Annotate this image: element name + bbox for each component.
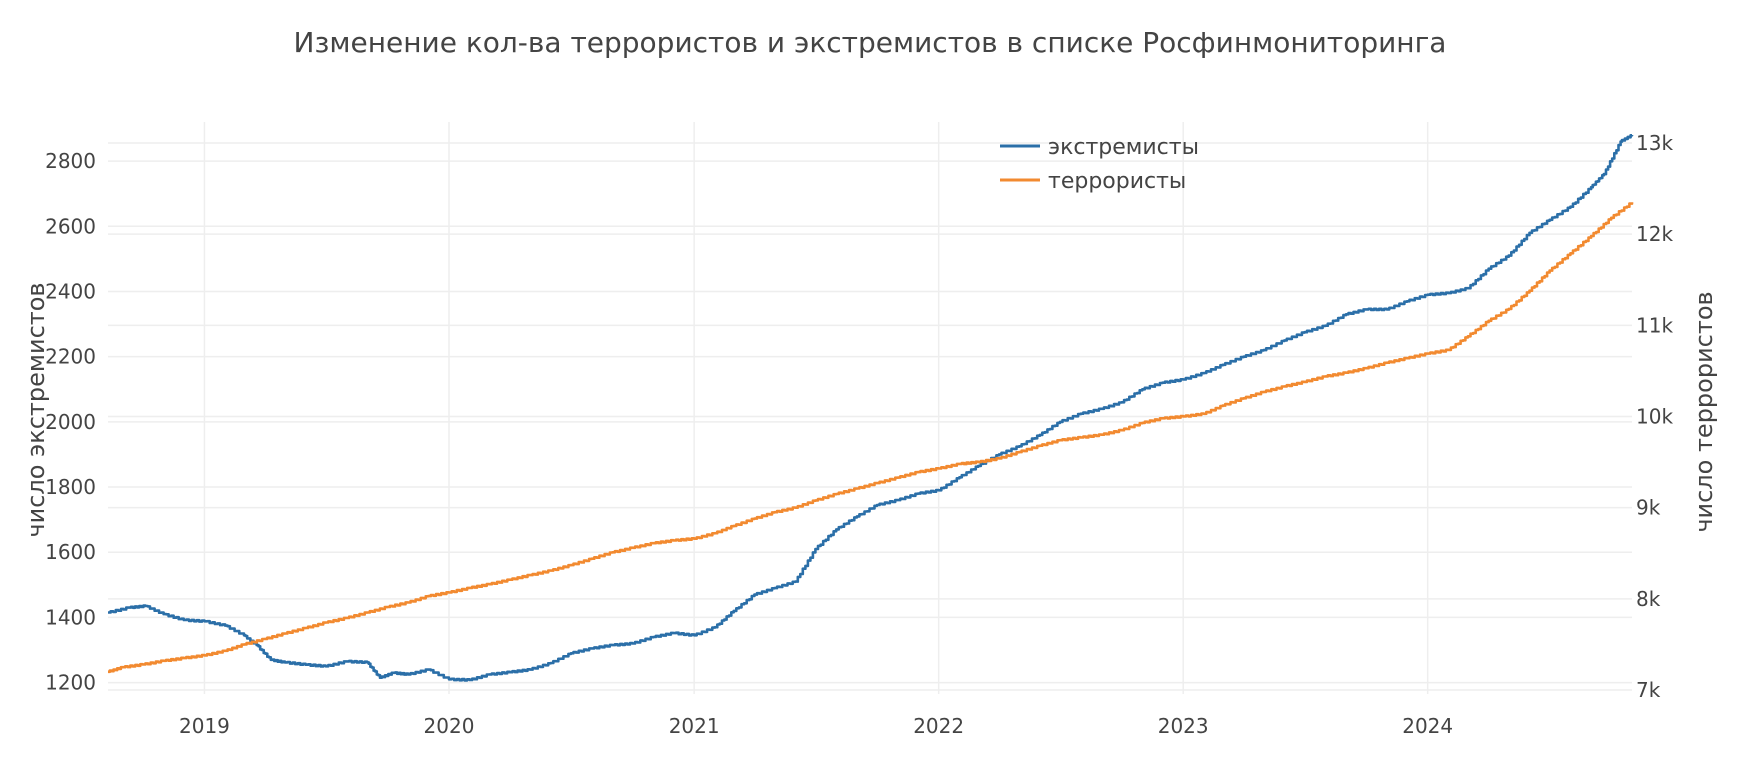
- y-right-tick-label: 7k: [1636, 678, 1661, 702]
- y-left-tick-label: 2200: [45, 345, 96, 369]
- y-gridlines: [108, 142, 1632, 691]
- y-right-tick-label: 13k: [1636, 131, 1673, 155]
- x-tick-label: 2022: [913, 714, 964, 738]
- y-left-tick-label: 1600: [45, 540, 96, 564]
- legend-label-terrorists: террористы: [1048, 169, 1186, 194]
- y-axis-right-title: число террористов: [1690, 291, 1718, 532]
- y-left-tick-label: 1800: [45, 475, 96, 499]
- y-left-tick-label: 2600: [45, 214, 96, 238]
- y-left-tick-label: 2800: [45, 149, 96, 173]
- series-lines: [108, 134, 1634, 682]
- y-left-tick-label: 1400: [45, 605, 96, 629]
- y-left-tick-label: 2400: [45, 279, 96, 303]
- chart-title: Изменение кол-ва террористов и экстремис…: [294, 26, 1447, 59]
- y-right-tick-label: 10k: [1636, 405, 1673, 429]
- x-tick-label: 2024: [1402, 714, 1453, 738]
- x-tick-label: 2021: [669, 714, 720, 738]
- y-axis-left-title: число экстремистов: [22, 282, 50, 537]
- legend-label-extremists: экстремисты: [1048, 135, 1199, 160]
- y-right-tick-label: 12k: [1636, 222, 1673, 246]
- y-right-tick-label: 11k: [1636, 313, 1673, 337]
- y-right-tick-label: 8k: [1636, 587, 1661, 611]
- y-right-tick-label: 9k: [1636, 496, 1661, 520]
- x-tick-label: 2020: [424, 714, 475, 738]
- right-axis-ticks: 7k 8k 9k 10k 11k 12k 13k: [1636, 131, 1673, 702]
- series-line-extremists: [108, 134, 1634, 682]
- series-line-terrorists: [108, 202, 1634, 674]
- y-left-tick-label: 2000: [45, 410, 96, 434]
- x-tick-label: 2019: [179, 714, 230, 738]
- legend: экстремисты террористы: [1000, 135, 1199, 194]
- y-left-tick-label: 1200: [45, 671, 96, 695]
- left-axis-ticks: 1200 1400 1600 1800 2000 2200 2400 2600 2800: [45, 149, 96, 694]
- x-tick-label: 2023: [1158, 714, 1209, 738]
- x-axis-ticks: 2019 2020 2021 2022 2023 2024: [179, 714, 1453, 738]
